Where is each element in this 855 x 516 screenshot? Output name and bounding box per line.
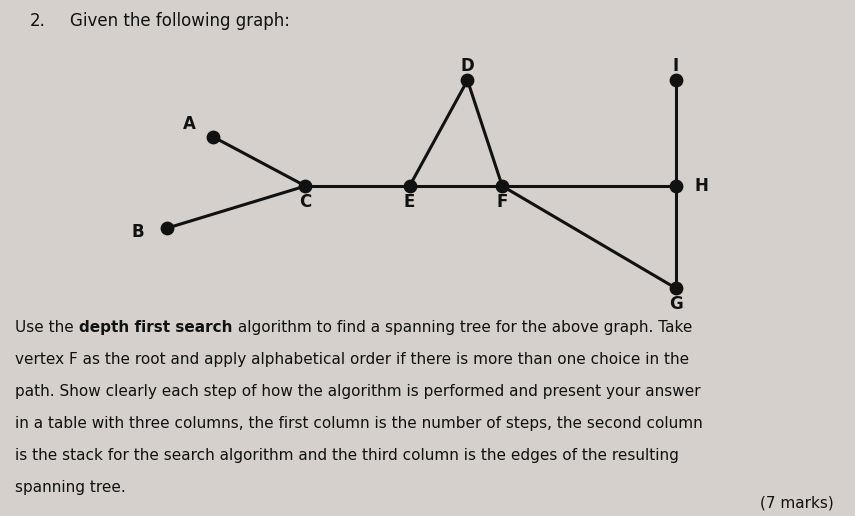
Text: path. Show clearly each step of how the algorithm is performed and present your : path. Show clearly each step of how the … [15, 384, 701, 399]
Point [298, 182, 312, 190]
Text: spanning tree.: spanning tree. [15, 480, 127, 495]
Text: F: F [497, 192, 508, 211]
Text: D: D [461, 57, 475, 75]
Point [461, 76, 475, 85]
Point [669, 182, 682, 190]
Text: algorithm to find a spanning tree for the above graph. Take: algorithm to find a spanning tree for th… [233, 320, 692, 335]
Point [495, 182, 509, 190]
Text: E: E [404, 192, 416, 211]
Text: B: B [132, 223, 144, 241]
Text: (7 marks): (7 marks) [760, 496, 834, 511]
Text: vertex F as the root and apply alphabetical order if there is more than one choi: vertex F as the root and apply alphabeti… [15, 352, 689, 367]
Text: G: G [669, 295, 683, 313]
Text: Use the: Use the [15, 320, 79, 335]
Text: 2.: 2. [29, 12, 45, 30]
Point [669, 76, 682, 85]
Text: I: I [673, 57, 679, 75]
Text: A: A [183, 115, 196, 133]
Point [206, 133, 220, 141]
Text: depth first search: depth first search [79, 320, 233, 335]
Text: Given the following graph:: Given the following graph: [70, 12, 291, 30]
Point [669, 284, 682, 293]
Text: C: C [299, 192, 311, 211]
Point [403, 182, 416, 190]
Text: is the stack for the search algorithm and the third column is the edges of the r: is the stack for the search algorithm an… [15, 448, 679, 463]
Point [160, 224, 174, 232]
Text: H: H [694, 177, 708, 195]
Text: in a table with three columns, the first column is the number of steps, the seco: in a table with three columns, the first… [15, 416, 703, 431]
